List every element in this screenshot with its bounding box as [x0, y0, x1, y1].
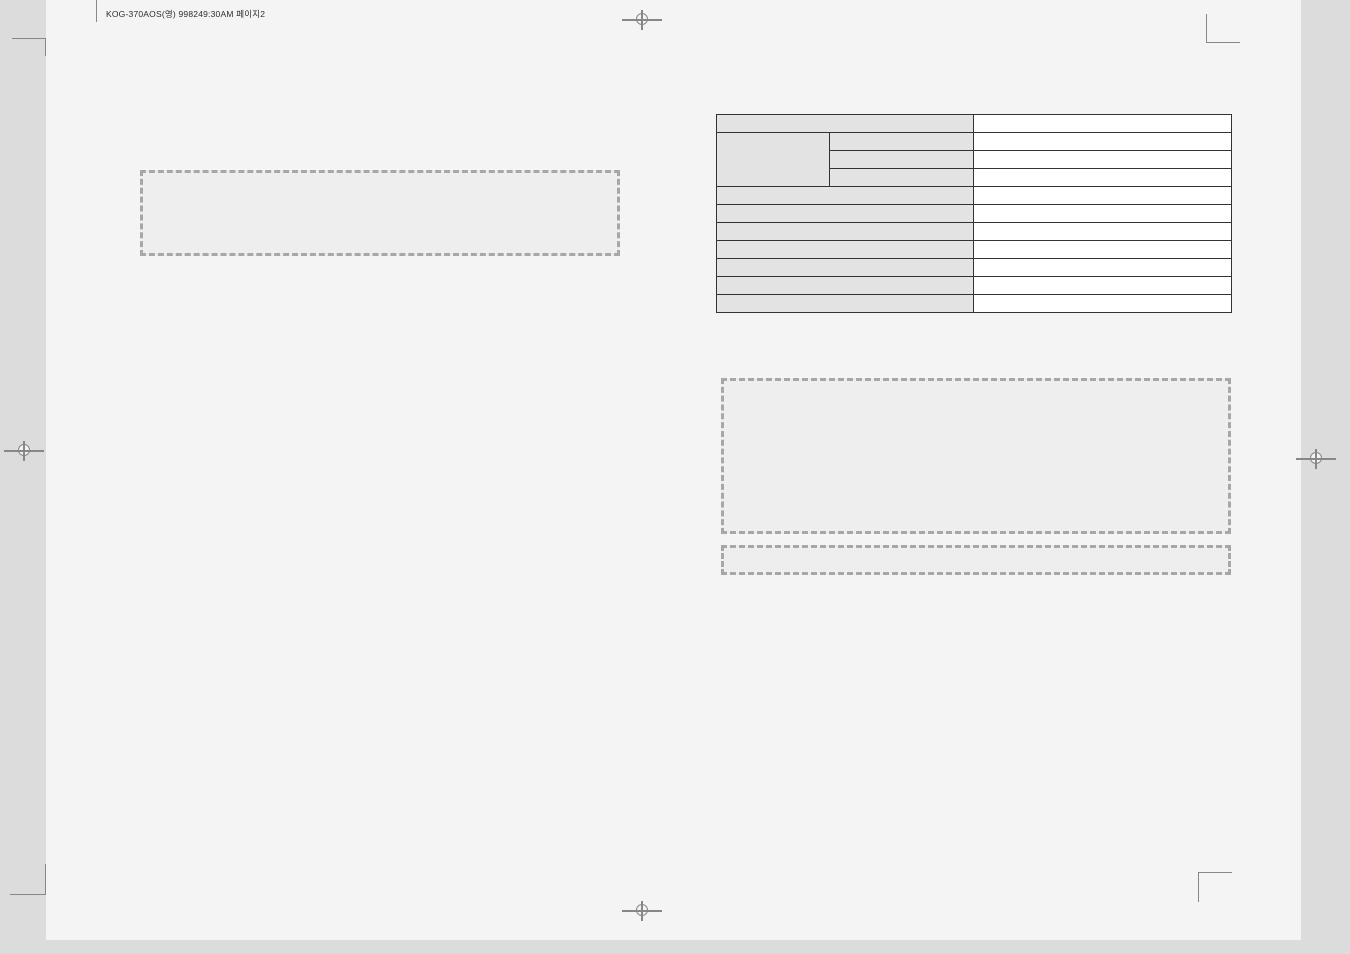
registration-mark-right [1296, 452, 1336, 466]
crop-corner-tl [12, 22, 46, 56]
table-row [717, 259, 1232, 277]
registration-mark-bottom [622, 904, 662, 918]
right-placeholder-box-large [721, 378, 1231, 534]
sheet-background: KOG-370AOS(영) 998249:30AM 페이지2 [0, 0, 1350, 954]
table-row [717, 241, 1232, 259]
specifications-table [716, 114, 1232, 313]
crop-corner-br [1198, 872, 1232, 906]
page-body: KOG-370AOS(영) 998249:30AM 페이지2 [46, 0, 1301, 940]
table-row [717, 295, 1232, 313]
table-row [717, 133, 1232, 151]
left-placeholder-box [140, 170, 620, 256]
table-row [717, 205, 1232, 223]
table-row [717, 223, 1232, 241]
table-row [717, 277, 1232, 295]
header-separator [96, 0, 97, 22]
document-header: KOG-370AOS(영) 998249:30AM 페이지2 [106, 8, 265, 20]
right-placeholder-box-small [721, 545, 1231, 575]
registration-mark-top [622, 13, 662, 27]
table-row [717, 115, 1232, 133]
crop-corner-bl [20, 878, 54, 912]
crop-corner-tr [1206, 0, 1240, 32]
table-row [717, 187, 1232, 205]
registration-mark-left [4, 444, 44, 458]
